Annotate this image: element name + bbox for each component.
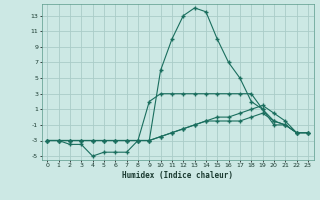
X-axis label: Humidex (Indice chaleur): Humidex (Indice chaleur) [122,171,233,180]
